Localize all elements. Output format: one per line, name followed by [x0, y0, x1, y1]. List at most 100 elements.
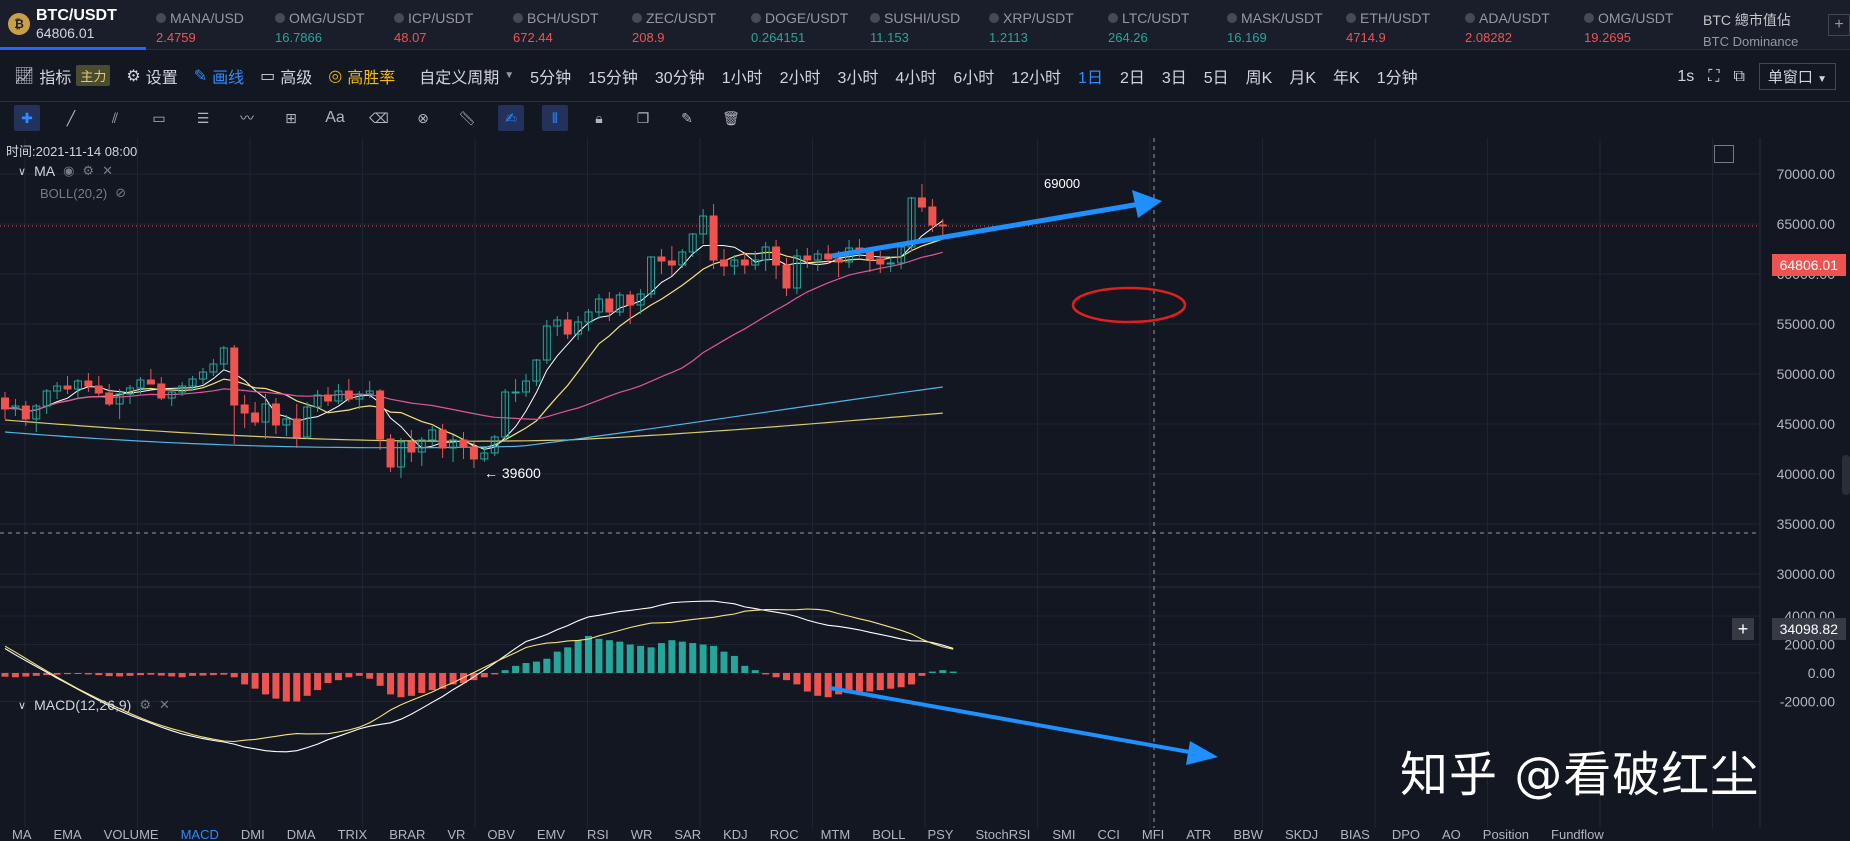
text-icon[interactable]: Aa	[325, 109, 345, 126]
expand-icon[interactable]	[1714, 145, 1734, 163]
ticker-item-3[interactable]: BCH/USDT 672.44	[503, 0, 622, 49]
ticker-item-0[interactable]: MANA/USD 2.4759	[146, 0, 265, 49]
tab-dpo[interactable]: DPO	[1391, 828, 1420, 841]
collapse-icon[interactable]: ∨	[18, 699, 27, 712]
tab-skdj[interactable]: SKDJ	[1284, 828, 1319, 841]
period-tab[interactable]: 5日	[1203, 69, 1229, 87]
magnet-icon[interactable]: ⊗	[417, 109, 429, 126]
chart-canvas[interactable]: 70000.0065000.0060000.0055000.0050000.00…	[0, 138, 1850, 828]
tab-psy[interactable]: PSY	[927, 828, 954, 841]
ticker-item-9[interactable]: MASK/USDT 16.169	[1217, 0, 1336, 49]
copy-icon[interactable]: ❐	[636, 109, 650, 126]
tab-brar[interactable]: BRAR	[389, 828, 426, 841]
period-tab[interactable]: 月K	[1289, 69, 1317, 87]
ticker-item-7[interactable]: XRP/USDT 1.2113	[979, 0, 1098, 49]
period-tab[interactable]: 年K	[1333, 69, 1360, 87]
ranges-icon[interactable]: ⦀	[542, 105, 568, 131]
tab-wr[interactable]: WR	[630, 828, 653, 841]
period-tab[interactable]: 1分钟	[1376, 69, 1418, 87]
ticker-item-5[interactable]: DOGE/USDT 0.264151	[741, 0, 860, 49]
interval-label[interactable]: 1s	[1677, 67, 1695, 85]
draw-button[interactable]: ✎ 画线	[194, 64, 244, 88]
trash-icon[interactable]: 🗑︎	[722, 109, 740, 126]
tab-bbw[interactable]: BBW	[1233, 828, 1263, 841]
tab-vr[interactable]: VR	[447, 828, 466, 841]
eraser-icon[interactable]: ⌫	[369, 109, 389, 126]
tab-fundflow[interactable]: Fundflow	[1551, 828, 1604, 841]
ticker-item-10[interactable]: ETH/USDT 4714.9	[1336, 0, 1455, 49]
tab-roc[interactable]: ROC	[769, 828, 799, 841]
period-tab[interactable]: 3日	[1161, 69, 1187, 87]
ticker-main-btc[interactable]: ₿ BTC/USDT 64806.01	[0, 0, 146, 50]
fullscreen-icon[interactable]: ⛶	[1708, 67, 1720, 85]
drawing-mode-icon[interactable]: ✍	[498, 105, 524, 131]
ticker-item-12[interactable]: OMG/USDT 19.2695	[1574, 0, 1693, 49]
advanced-button[interactable]: ▭ 高级	[260, 64, 312, 88]
ticker-item-8[interactable]: LTC/USDT 264.26	[1098, 0, 1217, 49]
measure-icon[interactable]: ⊞	[285, 109, 297, 126]
tab-stochrsi[interactable]: StochRSI	[975, 828, 1031, 841]
window-mode-dropdown[interactable]: 单窗口 ▼	[1758, 63, 1836, 90]
settings-button[interactable]: ⚙ 设置	[126, 64, 177, 88]
lock-icon[interactable]: 🔒︎	[595, 109, 603, 126]
tab-atr[interactable]: ATR	[1186, 828, 1212, 841]
ticker-item-4[interactable]: ZEC/USDT 208.9	[622, 0, 741, 49]
add-tab-button[interactable]: +	[1828, 14, 1850, 36]
tab-position[interactable]: Position	[1482, 828, 1530, 841]
tab-mtm[interactable]: MTM	[820, 828, 851, 841]
scrollbar[interactable]	[1842, 455, 1850, 495]
settings-icon[interactable]: ⚙	[139, 697, 151, 712]
period-tab[interactable]: 4小时	[895, 69, 937, 87]
tab-trix[interactable]: TRIX	[337, 828, 368, 841]
settings-icon[interactable]: ⚙	[82, 163, 95, 178]
winrate-button[interactable]: ◎ 高胜率	[328, 64, 395, 88]
ruler-icon[interactable]: 📏︎	[458, 109, 476, 126]
tab-ao[interactable]: AO	[1441, 828, 1461, 841]
period-tab[interactable]: 30分钟	[654, 69, 705, 87]
ticker-item-1[interactable]: OMG/USDT 16.7866	[265, 0, 384, 49]
ticker-item-2[interactable]: ICP/USDT 48.07	[384, 0, 503, 49]
custom-period-dropdown[interactable]: 自定义周期 ▼	[419, 64, 514, 88]
tab-volume[interactable]: VOLUME	[103, 828, 159, 841]
tab-boll[interactable]: BOLL	[872, 828, 906, 841]
period-tab[interactable]: 6小时	[953, 69, 995, 87]
wave-icon[interactable]: 〰	[240, 110, 254, 126]
horizontal-lines-icon[interactable]: ☰	[196, 109, 210, 126]
period-tab[interactable]: 周K	[1245, 69, 1273, 87]
ticker-item-6[interactable]: SUSHI/USD 11.153	[860, 0, 979, 49]
tab-mfi[interactable]: MFI	[1141, 828, 1165, 841]
eye-icon[interactable]: ◉	[63, 163, 75, 178]
ticker-item-11[interactable]: ADA/USDT 2.08282	[1455, 0, 1574, 49]
close-icon[interactable]: ✕	[102, 163, 113, 178]
collapse-icon[interactable]: ∨	[18, 165, 27, 178]
rectangle-icon[interactable]: ▭	[152, 109, 166, 126]
tab-smi[interactable]: SMI	[1052, 828, 1076, 841]
tab-macd[interactable]: MACD	[180, 828, 219, 841]
tab-kdj[interactable]: KDJ	[723, 828, 748, 841]
tab-ma[interactable]: MA	[12, 828, 32, 841]
tab-ema[interactable]: EMA	[53, 828, 82, 841]
period-tab[interactable]: 2日	[1119, 69, 1145, 87]
tab-rsi[interactable]: RSI	[587, 828, 609, 841]
period-tab[interactable]: 2小时	[779, 69, 821, 87]
period-tab[interactable]: 3小时	[837, 69, 879, 87]
add-alert-button[interactable]: +	[1732, 618, 1754, 640]
tab-dmi[interactable]: DMI	[240, 828, 265, 841]
parallel-channel-icon[interactable]: ⫽	[111, 109, 119, 126]
tab-cci[interactable]: CCI	[1097, 828, 1120, 841]
close-icon[interactable]: ✕	[158, 697, 170, 712]
hidden-eye-icon[interactable]: ⊘	[115, 185, 127, 200]
tab-sar[interactable]: SAR	[674, 828, 702, 841]
indicator-button[interactable]: 📈︎ 指标 主力	[14, 64, 111, 88]
period-tab[interactable]: 1小时	[721, 69, 763, 87]
tab-obv[interactable]: OBV	[487, 828, 515, 841]
period-tab[interactable]: 12小时	[1011, 69, 1062, 87]
period-tab[interactable]: 1日	[1078, 69, 1103, 87]
crosshair-icon[interactable]: ✚	[14, 105, 40, 131]
period-tab[interactable]: 15分钟	[588, 69, 638, 87]
ticker-btc-dominance[interactable]: BTC 總市值佔 BTC Dominance	[1693, 0, 1811, 49]
tab-emv[interactable]: EMV	[536, 828, 566, 841]
edit-icon[interactable]: ✎	[681, 109, 693, 126]
period-tab[interactable]: 5分钟	[530, 69, 572, 87]
popout-icon[interactable]: ⧉	[1733, 67, 1745, 85]
